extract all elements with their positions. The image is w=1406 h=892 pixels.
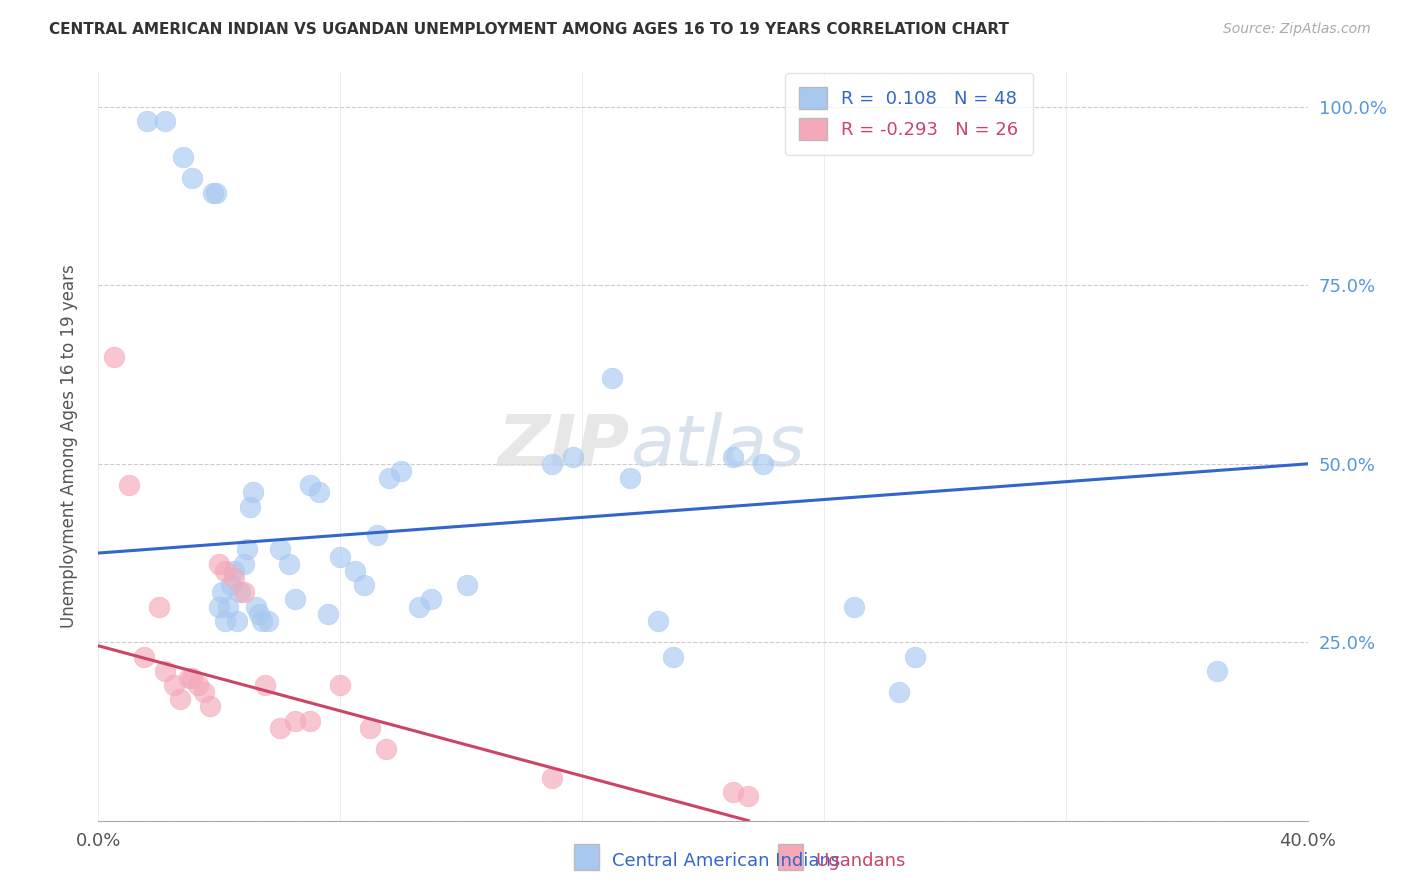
Point bbox=[299, 478, 322, 492]
Point bbox=[389, 464, 412, 478]
Point bbox=[217, 599, 239, 614]
Point bbox=[132, 649, 155, 664]
Point bbox=[377, 471, 399, 485]
Point bbox=[103, 350, 125, 364]
Point bbox=[723, 450, 745, 464]
Point bbox=[269, 721, 291, 735]
Point bbox=[235, 542, 257, 557]
Point bbox=[181, 171, 204, 186]
Point bbox=[647, 614, 669, 628]
Point bbox=[187, 678, 209, 692]
Bar bbox=[574, 845, 599, 870]
Point bbox=[153, 114, 176, 128]
Point bbox=[153, 664, 176, 678]
Point bbox=[316, 607, 339, 621]
Point bbox=[562, 450, 585, 464]
Point bbox=[540, 457, 562, 471]
Point bbox=[250, 614, 273, 628]
Point bbox=[232, 585, 254, 599]
Point bbox=[329, 678, 352, 692]
Point bbox=[193, 685, 215, 699]
Point bbox=[245, 599, 267, 614]
Point bbox=[308, 485, 330, 500]
Point bbox=[221, 578, 243, 592]
Point bbox=[602, 371, 624, 385]
Point bbox=[284, 714, 307, 728]
Point bbox=[737, 789, 759, 803]
Point bbox=[224, 571, 246, 585]
Point bbox=[661, 649, 683, 664]
Point bbox=[247, 607, 270, 621]
Point bbox=[214, 564, 236, 578]
Point bbox=[169, 692, 191, 706]
Point bbox=[135, 114, 157, 128]
Point bbox=[329, 549, 352, 564]
Point bbox=[232, 557, 254, 571]
Point bbox=[752, 457, 775, 471]
Point bbox=[214, 614, 236, 628]
Point bbox=[226, 614, 249, 628]
Point bbox=[540, 771, 562, 785]
Point bbox=[1206, 664, 1229, 678]
Point bbox=[619, 471, 641, 485]
Point bbox=[148, 599, 170, 614]
Point bbox=[366, 528, 388, 542]
Point bbox=[163, 678, 186, 692]
Bar bbox=[778, 845, 803, 870]
Point bbox=[374, 742, 396, 756]
Point bbox=[299, 714, 322, 728]
Text: Central American Indians: Central American Indians bbox=[612, 852, 839, 870]
Point bbox=[229, 585, 252, 599]
Point bbox=[181, 671, 204, 685]
Point bbox=[256, 614, 278, 628]
Point bbox=[420, 592, 443, 607]
Point bbox=[904, 649, 927, 664]
Point bbox=[239, 500, 262, 514]
Text: atlas: atlas bbox=[630, 411, 806, 481]
Point bbox=[723, 785, 745, 799]
Legend: R =  0.108   N = 48, R = -0.293   N = 26: R = 0.108 N = 48, R = -0.293 N = 26 bbox=[785, 73, 1032, 155]
Point bbox=[889, 685, 911, 699]
Point bbox=[118, 478, 141, 492]
Point bbox=[408, 599, 430, 614]
Point bbox=[353, 578, 375, 592]
Point bbox=[253, 678, 276, 692]
Point bbox=[844, 599, 866, 614]
Point bbox=[208, 557, 231, 571]
Point bbox=[208, 599, 231, 614]
Point bbox=[277, 557, 299, 571]
Text: CENTRAL AMERICAN INDIAN VS UGANDAN UNEMPLOYMENT AMONG AGES 16 TO 19 YEARS CORREL: CENTRAL AMERICAN INDIAN VS UGANDAN UNEMP… bbox=[49, 22, 1010, 37]
Y-axis label: Unemployment Among Ages 16 to 19 years: Unemployment Among Ages 16 to 19 years bbox=[59, 264, 77, 628]
Text: Source: ZipAtlas.com: Source: ZipAtlas.com bbox=[1223, 22, 1371, 37]
Text: Ugandans: Ugandans bbox=[815, 852, 905, 870]
Point bbox=[200, 699, 222, 714]
Point bbox=[224, 564, 246, 578]
Point bbox=[360, 721, 382, 735]
Text: ZIP: ZIP bbox=[498, 411, 630, 481]
Point bbox=[456, 578, 478, 592]
Point bbox=[179, 671, 201, 685]
Point bbox=[269, 542, 291, 557]
Point bbox=[344, 564, 367, 578]
Point bbox=[284, 592, 307, 607]
Point bbox=[242, 485, 264, 500]
Point bbox=[205, 186, 228, 200]
Point bbox=[211, 585, 233, 599]
Point bbox=[202, 186, 225, 200]
Point bbox=[172, 150, 194, 164]
